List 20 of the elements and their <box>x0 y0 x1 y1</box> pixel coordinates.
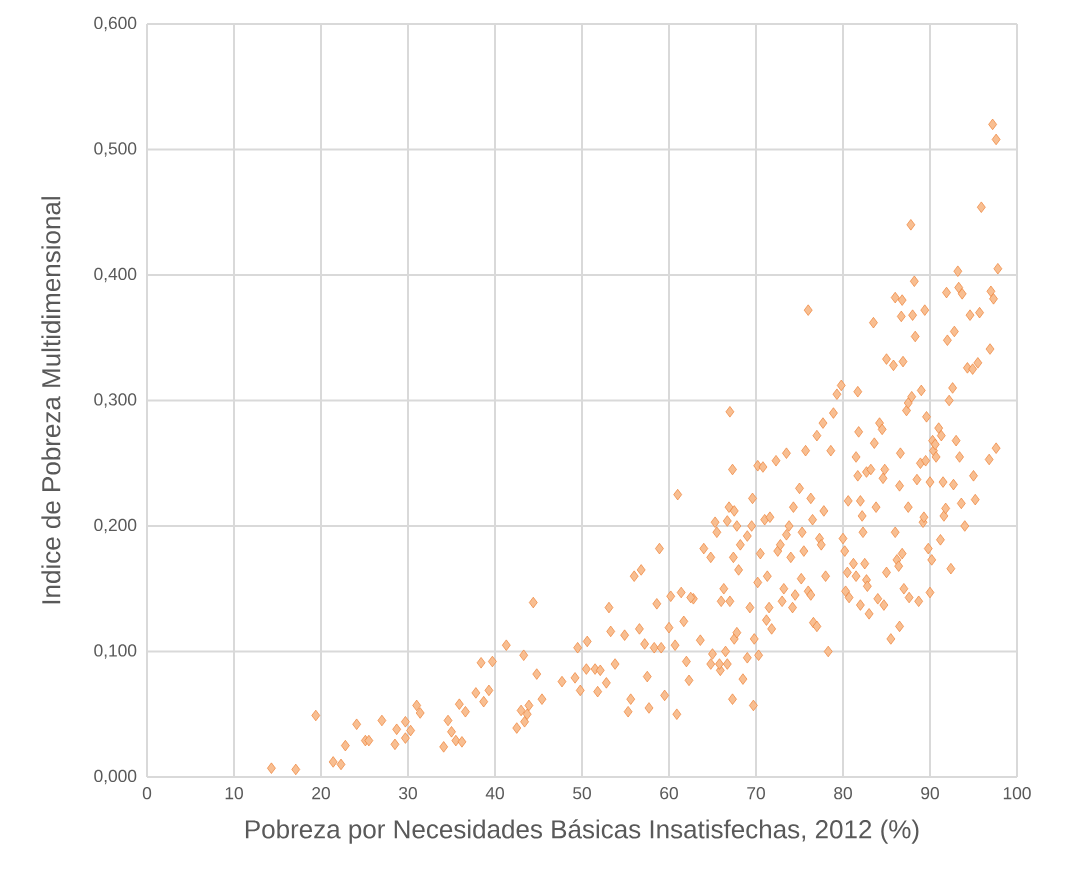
y-tick-label: 0,600 <box>94 16 137 32</box>
x-tick-label: 100 <box>1003 787 1031 800</box>
x-tick-label: 30 <box>399 787 417 800</box>
y-tick-label: 0,000 <box>94 769 137 785</box>
x-tick-label: 70 <box>747 787 765 800</box>
x-tick-label: 20 <box>312 787 330 800</box>
x-tick-label: 60 <box>660 787 678 800</box>
y-tick-label: 0,500 <box>94 142 137 157</box>
x-tick-label: 10 <box>225 787 243 800</box>
x-tick-label: 40 <box>485 787 504 800</box>
x-tick-label: 0 <box>142 787 152 800</box>
y-tick-label: 0,400 <box>94 267 137 283</box>
y-tick-label: 0,200 <box>94 518 137 534</box>
x-tick-label: 90 <box>921 787 939 800</box>
y-tick-label: 0,100 <box>94 644 137 659</box>
x-axis-title: Pobreza por Necesidades Básicas Insatisfechas, 2012 (%) <box>245 819 919 844</box>
y-axis-title: Indice de Pobreza Multidimensional <box>41 197 61 604</box>
x-tick-label: 50 <box>573 787 591 800</box>
y-tick-label: 0,300 <box>94 393 137 408</box>
x-tick-label: 80 <box>834 787 852 800</box>
